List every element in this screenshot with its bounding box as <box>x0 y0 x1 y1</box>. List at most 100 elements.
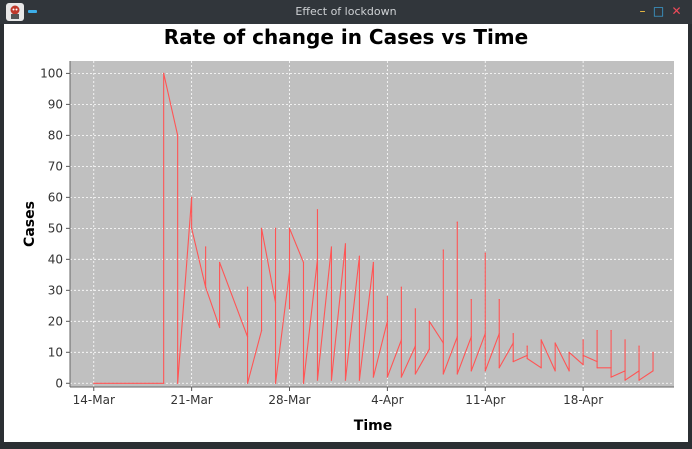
data-point <box>512 360 514 363</box>
x-tick-label: 4-Apr <box>371 393 404 407</box>
data-point <box>484 252 486 254</box>
data-point <box>484 370 486 372</box>
data-point <box>414 308 416 310</box>
data-point <box>288 308 291 310</box>
data-point <box>456 221 458 223</box>
data-point <box>372 376 374 378</box>
data-point <box>177 382 179 384</box>
plot-area <box>70 61 674 387</box>
data-point <box>442 249 444 251</box>
data-point <box>624 379 626 381</box>
data-point <box>246 382 249 384</box>
data-point <box>219 326 221 329</box>
data-point <box>526 357 528 360</box>
data-point <box>93 382 95 384</box>
data-point <box>512 333 514 335</box>
data-point <box>498 333 500 335</box>
data-point <box>652 370 654 372</box>
window-title: Effect of lockdown <box>295 5 397 18</box>
x-tick-label: 14-Mar <box>73 393 115 407</box>
data-point <box>596 360 598 363</box>
data-point <box>442 342 444 344</box>
x-tick-label: 21-Mar <box>171 393 213 407</box>
data-point <box>302 382 305 384</box>
data-point <box>610 330 612 332</box>
data-point <box>610 367 612 369</box>
data-point <box>624 370 626 372</box>
chart: Rate of change in Cases vs Time 0 10 20 30 4… <box>22 25 674 434</box>
y-tick-label: 10 <box>48 345 63 359</box>
data-point <box>414 373 416 375</box>
y-tick-label: 30 <box>48 283 63 297</box>
data-point <box>372 261 374 264</box>
data-point <box>316 258 319 260</box>
close-icon[interactable]: ✕ <box>671 4 682 18</box>
data-point <box>400 286 402 288</box>
data-point <box>330 379 333 381</box>
data-point <box>596 330 598 332</box>
y-tick-label: 40 <box>48 252 63 266</box>
data-point <box>540 367 542 369</box>
data-point <box>191 227 193 229</box>
axes <box>66 61 674 391</box>
chart-panel: Rate of change in Cases vs Time 0 10 20 30 4… <box>4 24 688 442</box>
data-point <box>610 376 612 378</box>
data-point <box>568 351 570 353</box>
data-point <box>400 376 402 378</box>
x-tick-label: 18-Apr <box>563 393 603 407</box>
data-point <box>386 295 388 298</box>
data-point <box>274 227 277 229</box>
data-point <box>260 330 263 332</box>
data-point <box>177 134 179 136</box>
menu-icon[interactable] <box>28 10 37 13</box>
app-icon[interactable] <box>6 3 24 21</box>
data-point <box>470 299 472 301</box>
data-point <box>638 370 640 372</box>
data-point <box>358 289 361 291</box>
data-point <box>540 339 542 341</box>
y-tick-label: 70 <box>48 159 63 173</box>
minimize-icon[interactable]: – <box>639 4 646 18</box>
data-point <box>638 379 640 381</box>
x-axis-label: Time <box>354 418 392 434</box>
data-point <box>316 379 319 381</box>
data-point <box>428 348 430 350</box>
title-bar[interactable]: Effect of lockdown – □ ✕ <box>0 0 692 24</box>
y-tick-label: 90 <box>48 97 63 111</box>
data-point <box>191 196 193 198</box>
data-point <box>344 379 347 381</box>
data-point <box>526 345 528 347</box>
data-point <box>386 320 388 322</box>
data-point <box>274 382 277 384</box>
data-point <box>386 376 388 378</box>
data-point <box>624 339 626 341</box>
y-tick-label: 80 <box>48 128 63 142</box>
data-point <box>246 336 249 338</box>
data-point <box>288 271 291 273</box>
x-tick-label: 28-Mar <box>268 393 310 407</box>
data-point <box>554 342 556 344</box>
data-point <box>274 302 277 304</box>
data-point <box>330 246 333 248</box>
data-point <box>484 333 486 335</box>
maximize-icon[interactable]: □ <box>652 4 665 18</box>
data-point <box>316 209 319 211</box>
data-point <box>205 286 207 288</box>
data-point <box>526 354 528 356</box>
y-tick-label: 0 <box>55 376 63 390</box>
y-tick-label: 20 <box>48 314 63 328</box>
x-tick-label: 11-Apr <box>465 393 505 407</box>
data-point <box>456 336 458 338</box>
data-point <box>512 342 514 344</box>
data-point <box>163 72 165 74</box>
data-point <box>498 367 500 369</box>
data-point <box>582 364 584 366</box>
data-point <box>344 243 347 245</box>
data-point <box>400 339 402 341</box>
data-point <box>260 227 263 229</box>
data-point <box>470 336 472 338</box>
data-point <box>652 351 654 353</box>
data-point <box>428 320 430 322</box>
data-point <box>582 339 584 341</box>
